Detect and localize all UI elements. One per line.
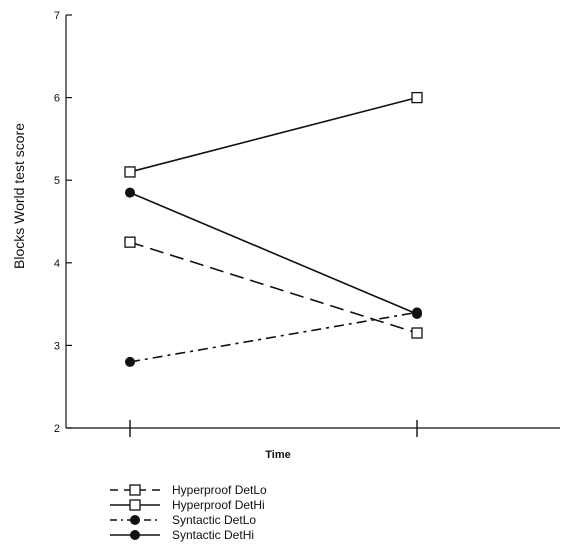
- y-tick-label: 4: [54, 258, 60, 270]
- legend-marker: [129, 499, 141, 511]
- series-line-hyperproof-dethi: [129, 96, 418, 173]
- series-line-syntactic-dethi: [129, 191, 418, 315]
- y-tick-label: 2: [54, 423, 60, 435]
- axes: [65, 15, 560, 429]
- x-axis-label: Time: [265, 449, 290, 461]
- data-point-syntactic-dethi: [412, 309, 422, 320]
- y-ticks: 2 3 4 5 6 7: [54, 10, 72, 435]
- data-point-hyperproof-detlo: [411, 327, 423, 339]
- y-tick-label: 5: [54, 175, 60, 187]
- legend-entry-label: Syntactic DetLo: [172, 513, 256, 527]
- series-markers: [124, 91, 423, 367]
- legend-entry-label: Hyperproof DetHi: [172, 498, 265, 512]
- series-line-syntactic-detlo: [129, 311, 418, 363]
- data-point-syntactic-dethi: [125, 187, 135, 198]
- y-tick-label: 7: [54, 10, 60, 22]
- y-tick-label: 6: [54, 93, 60, 105]
- data-point-hyperproof-detlo: [124, 236, 136, 248]
- legend-marker: [130, 515, 140, 525]
- legend-entry-label: Hyperproof DetLo: [172, 483, 267, 497]
- series-line-hyperproof-detlo: [129, 241, 418, 334]
- data-point-syntactic-detlo: [125, 356, 135, 367]
- series-lines: [129, 96, 418, 363]
- x-ticks: [129, 420, 418, 437]
- data-point-hyperproof-dethi: [124, 166, 136, 178]
- legend-entry-label: Syntactic DetHi: [172, 528, 254, 542]
- y-axis-label: Blocks World test score: [11, 123, 27, 269]
- legend-marker: [129, 484, 141, 496]
- y-tick-label: 3: [54, 340, 60, 352]
- legend-marker: [130, 530, 140, 540]
- data-point-hyperproof-dethi: [411, 91, 423, 104]
